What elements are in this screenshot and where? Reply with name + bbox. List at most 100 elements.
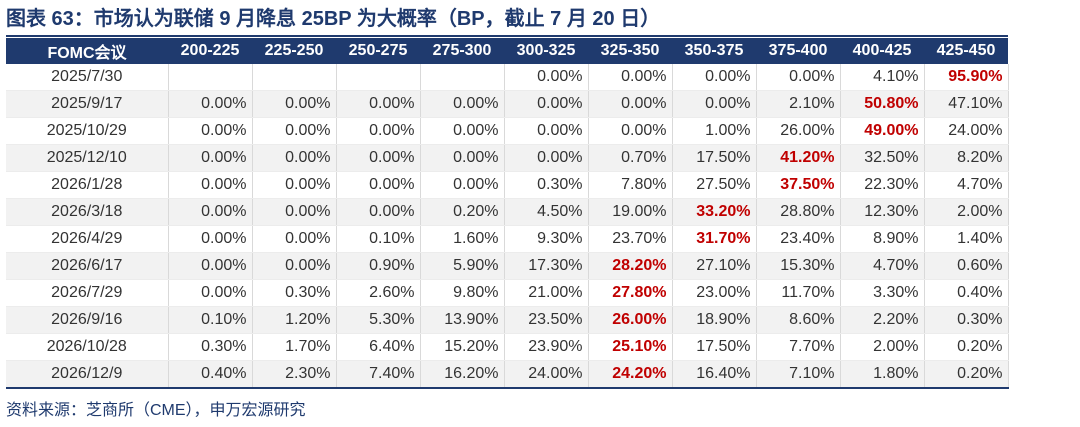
probability-cell: 0.00% [504,64,589,91]
probability-cell: 0.30% [252,279,337,307]
probability-cell: 0.30% [168,333,253,361]
column-header-range: 325-350 [588,38,672,64]
probability-cell: 2.00% [840,333,925,361]
meeting-date-cell: 2026/9/16 [6,306,169,334]
probability-cell: 0.00% [168,225,253,253]
probability-cell: 2.20% [840,306,925,334]
probability-cell: 17.50% [672,333,757,361]
probability-cell: 17.50% [672,144,757,172]
probability-cell: 0.00% [336,198,421,226]
table-row: 2026/7/29 0.00% 0.30% 2.60% 9.80% 21.00% 27.80… [6,279,1009,307]
probability-cell: 26.00% [756,117,841,145]
probability-cell: 0.30% [924,306,1009,334]
probability-cell: 0.00% [504,144,589,172]
probability-cell-max: 37.50% [756,171,841,199]
probability-cell: 0.00% [168,90,253,118]
probability-cell: 0.20% [924,360,1009,389]
probability-cell: 15.30% [756,252,841,280]
probability-cell: 32.50% [840,144,925,172]
probability-cell: 2.10% [756,90,841,118]
probability-cell: 0.00% [420,90,505,118]
table-header-row: FOMC会议 200-225 225-250 250-275 275-300 300-32… [6,38,1008,64]
probability-cell: 3.30% [840,279,925,307]
table-row: 2026/9/16 0.10% 1.20% 5.30% 13.90% 23.50% 26.0… [6,306,1009,334]
probability-cell: 0.00% [168,252,253,280]
probability-cell: 5.90% [420,252,505,280]
probability-cell-max: 31.70% [672,225,757,253]
probability-cell: 9.80% [420,279,505,307]
table-row: 2026/12/9 0.40% 2.30% 7.40% 16.20% 24.00% 24.2… [6,360,1009,389]
probability-cell-max: 33.20% [672,198,757,226]
title-divider [6,35,1008,37]
probability-cell: 9.30% [504,225,589,253]
figure-title: 图表 63：市场认为联储 9 月降息 25BP 为大概率（BP，截止 7 月 2… [6,8,661,30]
meeting-date-cell: 2026/3/18 [6,198,169,226]
table-row: 2026/1/28 0.00% 0.00% 0.00% 0.00% 0.30% 7.80% 2… [6,171,1009,199]
column-header-range: 425-450 [924,38,1008,64]
probability-cell: 1.40% [924,225,1009,253]
probability-cell: 18.90% [672,306,757,334]
table-body: 2025/7/30 0.00% 0.00% 0.00% 0.00% 4.10% 95.90%… [6,64,1009,389]
probability-cell: 4.10% [840,64,925,91]
probability-cell: 0.10% [336,225,421,253]
probability-cell [168,64,253,91]
probability-cell: 2.30% [252,360,337,389]
probability-cell: 27.10% [672,252,757,280]
probability-cell: 0.60% [924,252,1009,280]
probability-cell: 7.40% [336,360,421,389]
column-header-range: 200-225 [168,38,252,64]
probability-cell: 47.10% [924,90,1009,118]
probability-cell: 0.00% [168,117,253,145]
probability-cell-max: 28.20% [588,252,673,280]
probability-cell: 1.60% [420,225,505,253]
probability-cell: 21.00% [504,279,589,307]
probability-cell: 4.70% [924,171,1009,199]
probability-cell: 0.00% [252,144,337,172]
probability-cell-max: 27.80% [588,279,673,307]
meeting-date-cell: 2026/7/29 [6,279,169,307]
probability-cell [252,64,337,91]
probability-cell: 28.80% [756,198,841,226]
table-row: 2025/12/10 0.00% 0.00% 0.00% 0.00% 0.00% 0.70%… [6,144,1009,172]
meeting-date-cell: 2026/12/9 [6,360,169,389]
probability-cell: 8.90% [840,225,925,253]
probability-cell: 0.00% [672,64,757,91]
probability-cell: 0.00% [168,171,253,199]
probability-cell-max: 95.90% [924,64,1009,91]
probability-cell-max: 49.00% [840,117,925,145]
probability-cell: 0.00% [504,90,589,118]
probability-cell: 24.00% [924,117,1009,145]
probability-cell: 0.00% [336,144,421,172]
table-row: 2026/10/28 0.30% 1.70% 6.40% 15.20% 23.90% 25.… [6,333,1009,361]
probability-cell-max: 41.20% [756,144,841,172]
table-row: 2026/3/18 0.00% 0.00% 0.00% 0.20% 4.50% 19.00%… [6,198,1009,226]
probability-cell: 0.20% [924,333,1009,361]
probability-cell: 22.30% [840,171,925,199]
probability-cell: 0.00% [588,117,673,145]
probability-cell: 0.20% [420,198,505,226]
probability-cell: 0.00% [252,171,337,199]
probability-cell: 0.00% [252,225,337,253]
probability-cell: 8.60% [756,306,841,334]
table-row: 2025/10/29 0.00% 0.00% 0.00% 0.00% 0.00% 0.00%… [6,117,1009,145]
fomc-probability-table: FOMC会议 200-225 225-250 250-275 275-300 300-32… [6,38,1009,389]
probability-cell: 23.50% [504,306,589,334]
probability-cell: 0.00% [336,117,421,145]
probability-cell: 0.00% [420,171,505,199]
probability-cell: 1.80% [840,360,925,389]
probability-cell: 1.20% [252,306,337,334]
probability-cell: 16.20% [420,360,505,389]
probability-cell: 8.20% [924,144,1009,172]
probability-cell: 0.10% [168,306,253,334]
meeting-date-cell: 2025/9/17 [6,90,169,118]
probability-cell: 24.00% [504,360,589,389]
probability-cell: 23.90% [504,333,589,361]
probability-cell: 6.40% [336,333,421,361]
probability-cell: 0.30% [504,171,589,199]
probability-cell: 17.30% [504,252,589,280]
probability-cell: 1.00% [672,117,757,145]
column-header-meeting: FOMC会议 [6,38,168,64]
probability-cell: 4.70% [840,252,925,280]
probability-cell: 11.70% [756,279,841,307]
probability-cell: 23.40% [756,225,841,253]
